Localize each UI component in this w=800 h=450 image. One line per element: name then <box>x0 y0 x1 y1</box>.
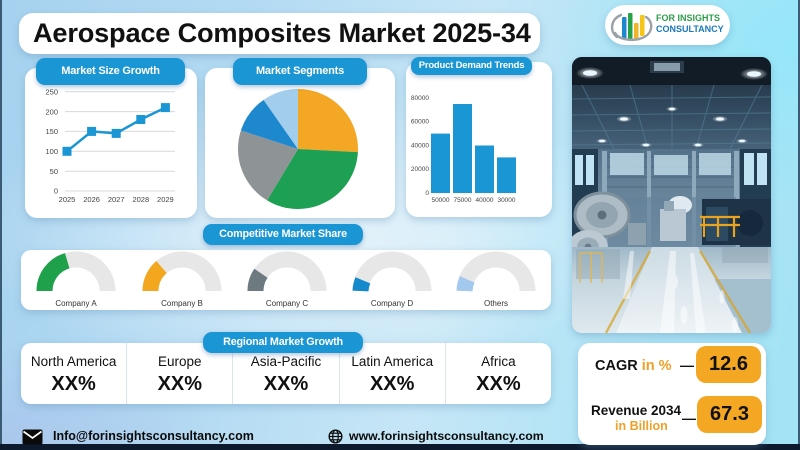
svg-text:0: 0 <box>54 187 58 196</box>
svg-text:2025: 2025 <box>59 195 76 204</box>
svg-text:20000: 20000 <box>411 166 429 173</box>
svg-text:2027: 2027 <box>108 195 125 204</box>
svg-text:Others: Others <box>484 299 508 308</box>
svg-text:Company C: Company C <box>266 299 308 308</box>
svg-text:2028: 2028 <box>132 195 149 204</box>
svg-text:80000: 80000 <box>411 95 429 102</box>
svg-text:100: 100 <box>45 147 58 156</box>
svg-text:Company D: Company D <box>371 299 413 308</box>
svg-text:Company A: Company A <box>55 299 97 308</box>
svg-text:40000: 40000 <box>475 197 493 204</box>
svg-text:Company B: Company B <box>161 299 203 308</box>
svg-text:0: 0 <box>425 190 429 197</box>
svg-text:200: 200 <box>45 107 58 116</box>
svg-text:2026: 2026 <box>83 195 100 204</box>
svg-text:75000: 75000 <box>453 197 471 204</box>
svg-text:2029: 2029 <box>157 195 174 204</box>
svg-text:150: 150 <box>45 127 58 136</box>
svg-text:40000: 40000 <box>411 143 429 150</box>
svg-text:60000: 60000 <box>411 119 429 126</box>
svg-text:250: 250 <box>45 88 58 97</box>
svg-text:50: 50 <box>50 167 58 176</box>
svg-text:50000: 50000 <box>431 197 449 204</box>
svg-text:30000: 30000 <box>497 197 515 204</box>
